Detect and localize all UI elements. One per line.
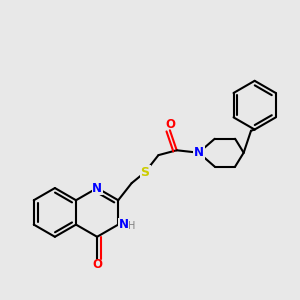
Text: N: N bbox=[194, 146, 204, 159]
Text: O: O bbox=[92, 258, 102, 271]
Text: S: S bbox=[140, 166, 149, 179]
Text: O: O bbox=[165, 118, 175, 131]
Text: N: N bbox=[92, 182, 102, 194]
Text: H: H bbox=[128, 221, 136, 231]
Text: N: N bbox=[118, 218, 129, 231]
